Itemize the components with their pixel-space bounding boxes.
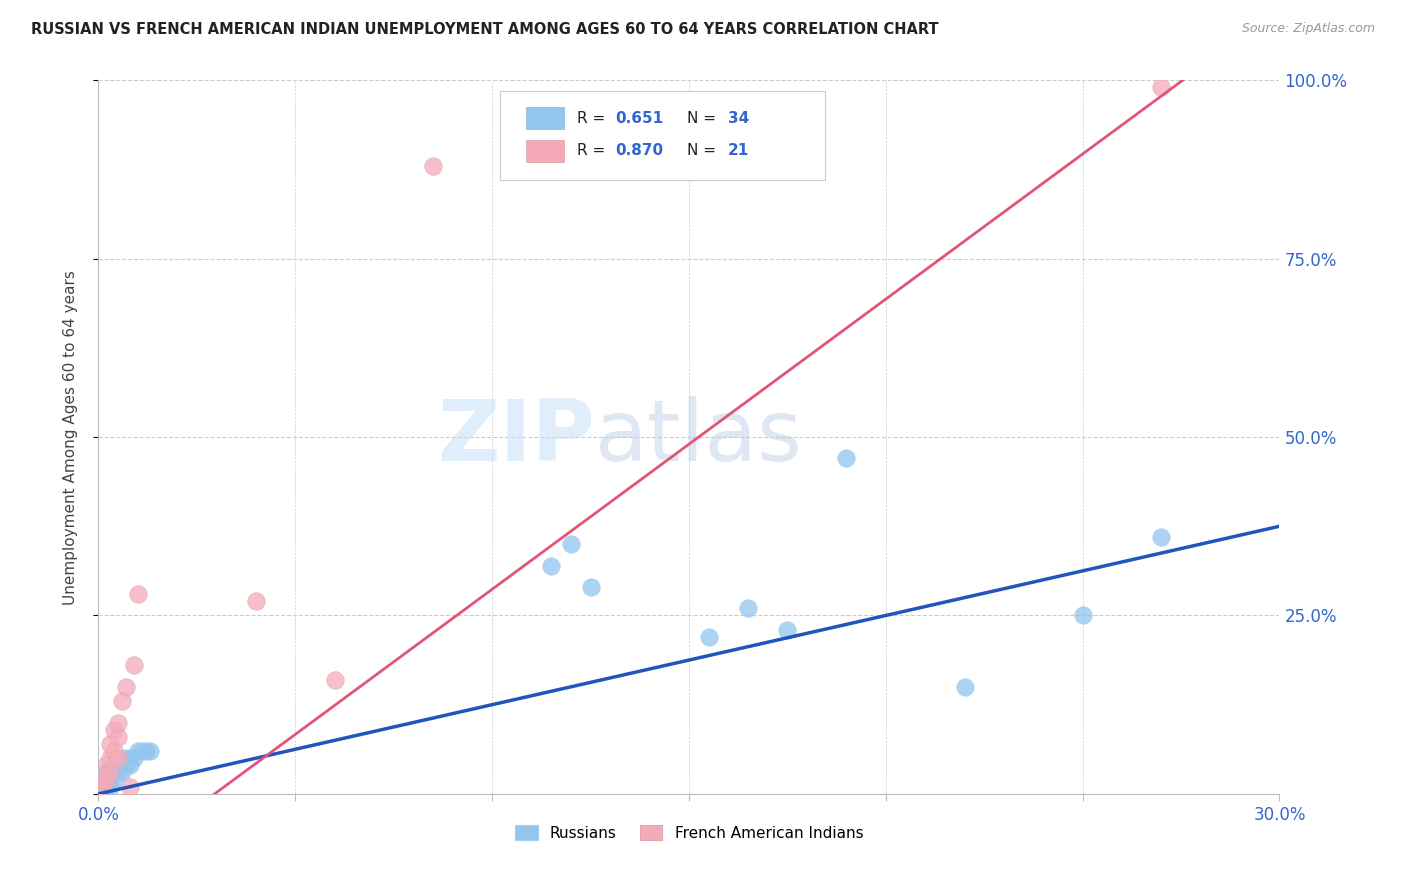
Legend: Russians, French American Indians: Russians, French American Indians bbox=[509, 819, 869, 847]
Point bbox=[111, 758, 134, 772]
Y-axis label: Unemployment Among Ages 60 to 64 years: Unemployment Among Ages 60 to 64 years bbox=[63, 269, 77, 605]
Point bbox=[1071, 608, 1094, 623]
Point bbox=[835, 451, 858, 466]
Point bbox=[245, 594, 267, 608]
Text: 0.651: 0.651 bbox=[616, 111, 664, 126]
Point bbox=[103, 772, 125, 787]
Text: atlas: atlas bbox=[595, 395, 803, 479]
Point bbox=[115, 680, 138, 694]
Point bbox=[323, 673, 346, 687]
Text: 0.870: 0.870 bbox=[616, 144, 664, 159]
Point bbox=[118, 751, 141, 765]
Text: 34: 34 bbox=[728, 111, 749, 126]
Point bbox=[91, 780, 114, 794]
Point bbox=[107, 765, 129, 780]
FancyBboxPatch shape bbox=[501, 91, 825, 180]
Point bbox=[1150, 80, 1173, 95]
Point bbox=[118, 780, 141, 794]
Point bbox=[96, 772, 118, 787]
FancyBboxPatch shape bbox=[526, 140, 564, 161]
Point bbox=[98, 780, 121, 794]
Point bbox=[111, 694, 134, 708]
Point bbox=[127, 587, 149, 601]
Point bbox=[135, 744, 157, 758]
Text: Source: ZipAtlas.com: Source: ZipAtlas.com bbox=[1241, 22, 1375, 36]
Point bbox=[98, 765, 121, 780]
Point bbox=[422, 159, 444, 173]
Point bbox=[91, 772, 114, 787]
Point bbox=[96, 765, 118, 780]
Point bbox=[737, 601, 759, 615]
Point bbox=[118, 758, 141, 772]
Point bbox=[103, 758, 125, 772]
Text: R =: R = bbox=[576, 144, 610, 159]
Point bbox=[115, 751, 138, 765]
Point bbox=[122, 751, 145, 765]
Text: N =: N = bbox=[686, 111, 720, 126]
Point bbox=[98, 737, 121, 751]
Point bbox=[96, 780, 118, 794]
Point bbox=[98, 765, 121, 780]
FancyBboxPatch shape bbox=[526, 107, 564, 128]
Point bbox=[953, 680, 976, 694]
Point bbox=[138, 744, 160, 758]
Point bbox=[1150, 530, 1173, 544]
Point bbox=[91, 772, 114, 787]
Point bbox=[540, 558, 562, 573]
Point bbox=[111, 765, 134, 780]
Point bbox=[103, 765, 125, 780]
Point bbox=[122, 658, 145, 673]
Point bbox=[127, 744, 149, 758]
Point bbox=[107, 730, 129, 744]
Point bbox=[107, 715, 129, 730]
Point bbox=[103, 723, 125, 737]
Point bbox=[96, 758, 118, 772]
Point bbox=[697, 630, 720, 644]
Point bbox=[115, 758, 138, 772]
Text: N =: N = bbox=[686, 144, 720, 159]
Point bbox=[776, 623, 799, 637]
Text: ZIP: ZIP bbox=[437, 395, 595, 479]
Point bbox=[560, 537, 582, 551]
Text: 21: 21 bbox=[728, 144, 749, 159]
Point bbox=[579, 580, 602, 594]
Point bbox=[96, 772, 118, 787]
Point bbox=[107, 758, 129, 772]
Point bbox=[107, 751, 129, 765]
Text: R =: R = bbox=[576, 111, 610, 126]
Text: RUSSIAN VS FRENCH AMERICAN INDIAN UNEMPLOYMENT AMONG AGES 60 TO 64 YEARS CORRELA: RUSSIAN VS FRENCH AMERICAN INDIAN UNEMPL… bbox=[31, 22, 939, 37]
Point bbox=[131, 744, 153, 758]
Point bbox=[98, 751, 121, 765]
Point bbox=[103, 744, 125, 758]
Point bbox=[98, 772, 121, 787]
Point bbox=[91, 780, 114, 794]
